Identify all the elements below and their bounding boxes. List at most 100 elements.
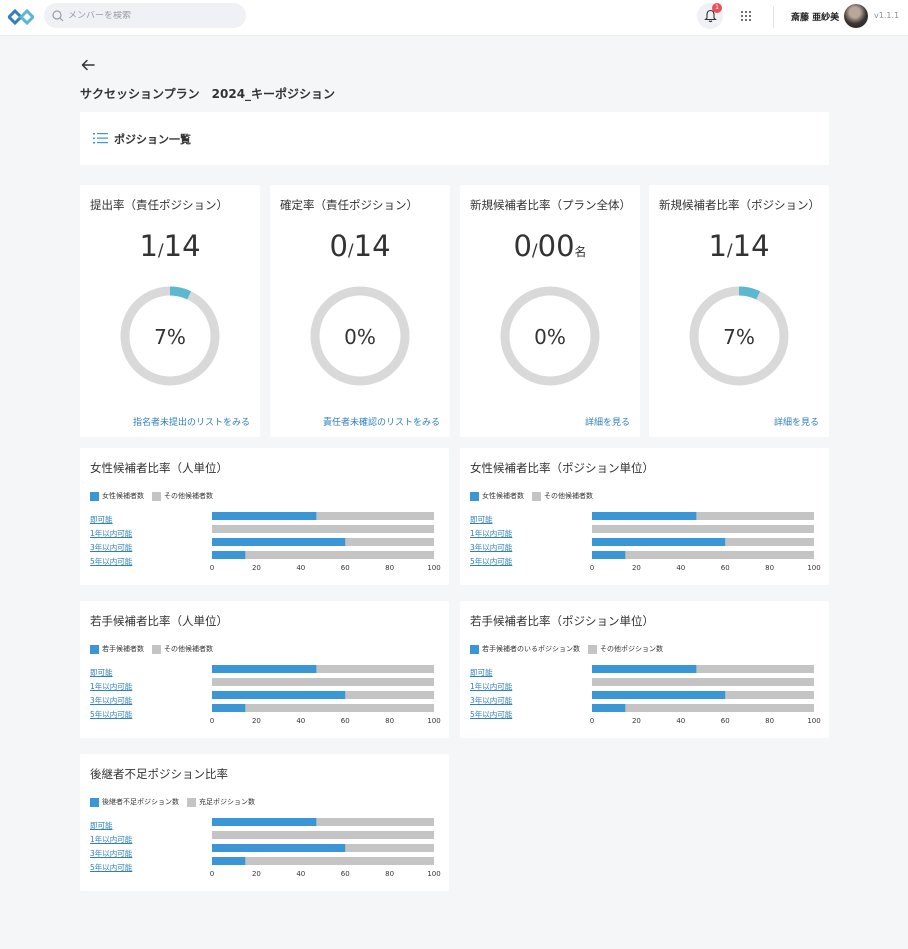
legend-swatch-other: [532, 491, 541, 501]
legend-item-primary[interactable]: 後継者不足ポジション数: [90, 797, 179, 807]
bell-icon: [703, 9, 717, 23]
kpi-link-unconfirmed-list[interactable]: 責任者未確認のリストをみる: [322, 418, 440, 428]
x-tick-label: 0: [210, 717, 214, 725]
legend-label: 若手候補者のいるポジション数: [482, 645, 580, 653]
kpi-value: 1/14: [80, 229, 260, 263]
apps-menu-button[interactable]: [733, 3, 759, 29]
x-tick-label: 0: [210, 564, 214, 572]
bar-other: [592, 551, 814, 559]
user-name[interactable]: 斎藤 亜紗美: [791, 13, 840, 23]
category-link-within-1y[interactable]: 1年以内可能: [470, 529, 513, 538]
legend-item-other[interactable]: 充足ポジション数: [187, 797, 255, 807]
kpi-link-details[interactable]: 詳細を見る: [773, 418, 819, 428]
kpi-value: 0/14: [270, 229, 450, 263]
x-tick-label: 60: [721, 717, 730, 725]
chart-card-female-by-position: 女性候補者比率（ポジション単位） 女性候補者数 その他候補者数 即可能 1年以内…: [460, 448, 829, 585]
stacked-bar-chart: 0 20 40 60 80 100: [210, 512, 441, 572]
position-list-link[interactable]: ポジション一覧: [80, 112, 829, 165]
legend-swatch-other: [152, 491, 161, 501]
legend-item-other[interactable]: その他候補者数: [532, 491, 593, 501]
kpi-donut-chart: 0%: [310, 286, 410, 386]
legend-item-primary[interactable]: 若手候補者のいるポジション数: [470, 644, 580, 654]
legend-swatch-primary: [90, 491, 99, 501]
x-tick-label: 60: [341, 564, 350, 572]
search-input[interactable]: [68, 10, 238, 21]
category-link-within-3y[interactable]: 3年以内可能: [90, 696, 133, 705]
legend-item-other[interactable]: その他候補者数: [152, 491, 213, 501]
category-link-immediate[interactable]: 即可能: [470, 668, 493, 677]
category-link-within-5y[interactable]: 5年以内可能: [470, 710, 513, 719]
chart-card-female-by-person: 女性候補者比率（人単位） 女性候補者数 その他候補者数 即可能 1年以内可能 3…: [80, 448, 449, 585]
category-link-within-5y[interactable]: 5年以内可能: [90, 863, 133, 872]
legend-item-primary[interactable]: 若手候補者数: [90, 644, 144, 654]
kpi-numerator: 1: [139, 229, 158, 263]
legend-item-primary[interactable]: 女性候補者数: [470, 491, 524, 501]
category-link-within-3y[interactable]: 3年以内可能: [470, 696, 513, 705]
legend-item-primary[interactable]: 女性候補者数: [90, 491, 144, 501]
kpi-link-details[interactable]: 詳細を見る: [584, 418, 630, 428]
category-link-within-3y[interactable]: 3年以内可能: [470, 543, 513, 552]
app-logo-icon[interactable]: [8, 8, 34, 26]
bar-other: [212, 665, 434, 673]
kpi-percent: 7%: [723, 325, 755, 349]
kpi-donut-chart: 7%: [689, 286, 789, 386]
kpi-denominator: 00: [537, 229, 575, 263]
legend-label: その他候補者数: [164, 492, 213, 500]
member-search[interactable]: [44, 3, 246, 28]
kpi-value: 0/00名: [460, 229, 640, 263]
kpi-denominator: 14: [163, 229, 201, 263]
chart-card-young-by-position: 若手候補者比率（ポジション単位） 若手候補者のいるポジション数 その他ポジション…: [460, 601, 829, 738]
kpi-donut-chart: 0%: [500, 286, 600, 386]
category-link-immediate[interactable]: 即可能: [90, 668, 113, 677]
top-bar: 1 斎藤 亜紗美 v1.1.1: [0, 0, 908, 36]
bar-primary: [212, 665, 317, 673]
kpi-slash: /: [347, 241, 354, 261]
bar-primary: [592, 538, 726, 546]
chart-title: 若手候補者比率（人単位）: [90, 614, 228, 628]
stacked-bar-chart: 0 20 40 60 80 100: [590, 512, 821, 572]
category-link-within-5y[interactable]: 5年以内可能: [470, 557, 513, 566]
kpi-percent: 0%: [534, 325, 566, 349]
category-link-within-1y[interactable]: 1年以内可能: [90, 835, 133, 844]
kpi-numerator: 1: [708, 229, 727, 263]
bar-other: [592, 678, 814, 686]
bar-primary: [592, 704, 626, 712]
category-link-immediate[interactable]: 即可能: [90, 821, 113, 830]
kpi-denominator: 14: [353, 229, 391, 263]
legend-swatch-other: [152, 644, 161, 654]
bar-other: [212, 831, 434, 839]
bar-primary: [592, 665, 697, 673]
grid-icon: [741, 11, 751, 21]
kpi-link-unsubmitted-list[interactable]: 指名者未提出のリストをみる: [132, 418, 250, 428]
kpi-unit: 名: [574, 245, 587, 259]
category-link-within-1y[interactable]: 1年以内可能: [470, 682, 513, 691]
x-tick-label: 20: [252, 717, 261, 725]
category-link-within-5y[interactable]: 5年以内可能: [90, 710, 133, 719]
legend-label: その他候補者数: [164, 645, 213, 653]
bar-primary: [212, 691, 346, 699]
x-tick-label: 0: [590, 717, 594, 725]
legend-item-other[interactable]: その他候補者数: [152, 644, 213, 654]
x-tick-label: 40: [296, 564, 305, 572]
chart-title: 女性候補者比率（人単位）: [90, 461, 228, 475]
legend-label: その他ポジション数: [600, 645, 663, 653]
x-tick-label: 100: [807, 717, 820, 725]
legend-item-other[interactable]: その他ポジション数: [588, 644, 663, 654]
category-link-within-5y[interactable]: 5年以内可能: [90, 557, 133, 566]
category-link-within-1y[interactable]: 1年以内可能: [90, 529, 133, 538]
bar-other: [212, 512, 434, 520]
stacked-bar-chart: 0 20 40 60 80 100: [590, 665, 821, 725]
bar-other: [212, 525, 434, 533]
back-arrow-icon[interactable]: [80, 58, 96, 72]
bar-primary: [212, 704, 246, 712]
chart-title: 女性候補者比率（ポジション単位）: [470, 461, 654, 475]
x-tick-label: 40: [676, 717, 685, 725]
category-link-immediate[interactable]: 即可能: [90, 515, 113, 524]
category-link-immediate[interactable]: 即可能: [470, 515, 493, 524]
legend-label: 女性候補者数: [102, 492, 144, 500]
avatar[interactable]: [844, 4, 868, 28]
category-link-within-1y[interactable]: 1年以内可能: [90, 682, 133, 691]
category-link-within-3y[interactable]: 3年以内可能: [90, 543, 133, 552]
category-link-within-3y[interactable]: 3年以内可能: [90, 849, 133, 858]
kpi-value: 1/14: [649, 229, 829, 263]
